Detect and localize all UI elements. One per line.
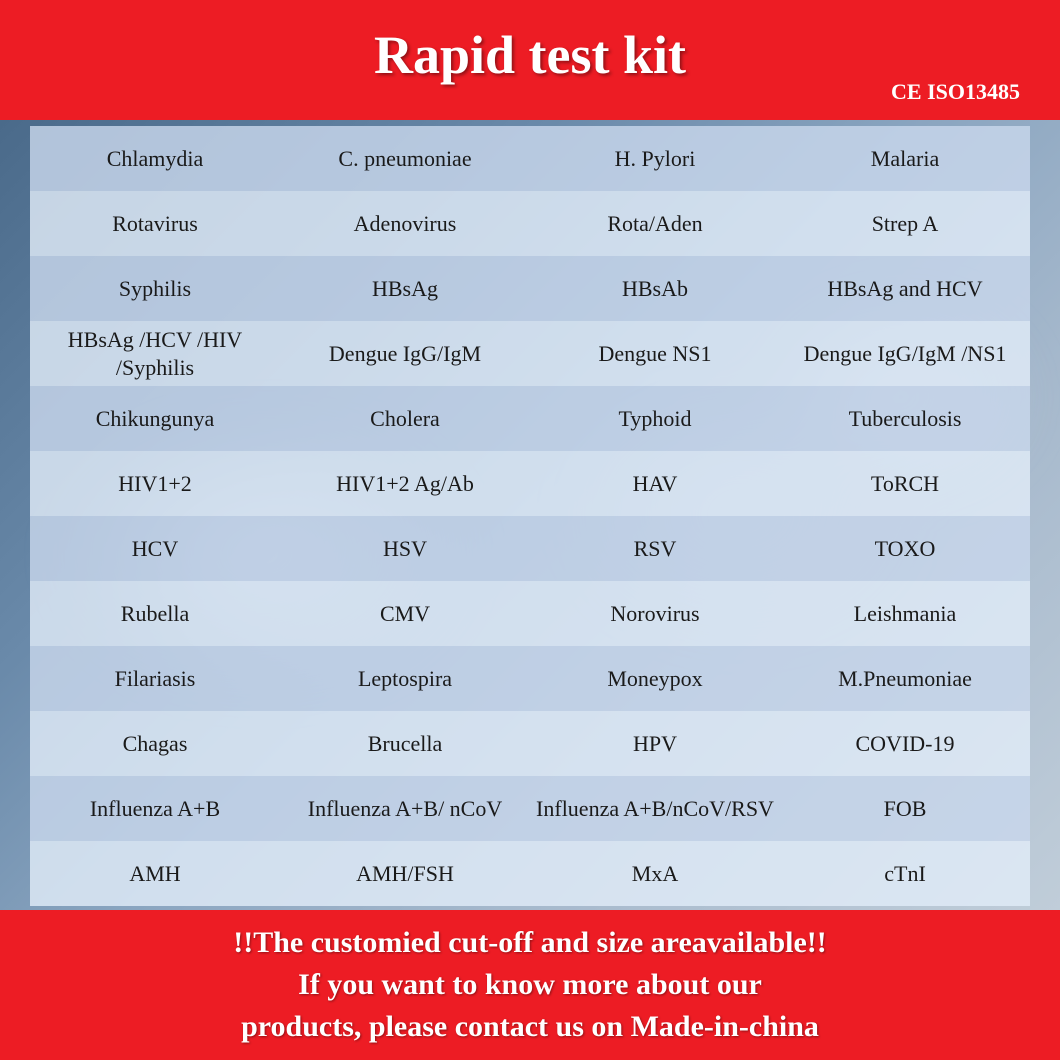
table-cell: Typhoid (530, 386, 780, 451)
table-cell: Influenza A+B/nCoV/RSV (530, 776, 780, 841)
table-container: ChlamydiaC. pneumoniaeH. PyloriMalariaRo… (0, 120, 1060, 910)
table-cell: M.Pneumoniae (780, 646, 1030, 711)
table-row: AMHAMH/FSHMxAcTnI (30, 841, 1030, 906)
table-row: ChikungunyaCholeraTyphoidTuberculosis (30, 386, 1030, 451)
table-row: RotavirusAdenovirusRota/AdenStrep A (30, 191, 1030, 256)
table-cell: Dengue NS1 (530, 321, 780, 386)
table-cell: Leishmania (780, 581, 1030, 646)
table-row: FilariasisLeptospiraMoneypoxM.Pneumoniae (30, 646, 1030, 711)
table-row: ChagasBrucellaHPVCOVID-19 (30, 711, 1030, 776)
table-cell: AMH (30, 841, 280, 906)
table-cell: Adenovirus (280, 191, 530, 256)
table-cell: Chlamydia (30, 126, 280, 191)
footer-banner: !!The customied cut-off and size areavai… (0, 910, 1060, 1060)
table-cell: HCV (30, 516, 280, 581)
table-cell: Brucella (280, 711, 530, 776)
page-title: Rapid test kit (374, 24, 686, 86)
table-cell: Influenza A+B/ nCoV (280, 776, 530, 841)
table-row: ChlamydiaC. pneumoniaeH. PyloriMalaria (30, 126, 1030, 191)
table-cell: Strep A (780, 191, 1030, 256)
footer-line-1: !!The customied cut-off and size areavai… (233, 922, 827, 964)
table-cell: HBsAg and HCV (780, 256, 1030, 321)
table-row: RubellaCMVNorovirusLeishmania (30, 581, 1030, 646)
table-cell: Dengue IgG/IgM /NS1 (780, 321, 1030, 386)
table-cell: Dengue IgG/IgM (280, 321, 530, 386)
table-cell: Rotavirus (30, 191, 280, 256)
table-cell: HIV1+2 Ag/Ab (280, 451, 530, 516)
table-cell: HBsAg /HCV /HIV /Syphilis (30, 321, 280, 386)
test-kit-table: ChlamydiaC. pneumoniaeH. PyloriMalariaRo… (30, 126, 1030, 906)
table-cell: H. Pylori (530, 126, 780, 191)
certification-label: CE ISO13485 (891, 79, 1020, 105)
table-cell: FOB (780, 776, 1030, 841)
footer-line-3: products, please contact us on Made-in-c… (241, 1006, 819, 1048)
table-cell: HBsAb (530, 256, 780, 321)
table-cell: C. pneumoniae (280, 126, 530, 191)
table-cell: COVID-19 (780, 711, 1030, 776)
table-cell: MxA (530, 841, 780, 906)
table-row: Influenza A+BInfluenza A+B/ nCoVInfluenz… (30, 776, 1030, 841)
header-banner: Rapid test kit CE ISO13485 (0, 0, 1060, 120)
table-cell: AMH/FSH (280, 841, 530, 906)
table-cell: ToRCH (780, 451, 1030, 516)
table-cell: TOXO (780, 516, 1030, 581)
table-row: SyphilisHBsAgHBsAbHBsAg and HCV (30, 256, 1030, 321)
table-row: HCVHSVRSVTOXO (30, 516, 1030, 581)
table-cell: Moneypox (530, 646, 780, 711)
table-cell: Syphilis (30, 256, 280, 321)
table-cell: Tuberculosis (780, 386, 1030, 451)
table-cell: HIV1+2 (30, 451, 280, 516)
table-cell: Leptospira (280, 646, 530, 711)
table-row: HBsAg /HCV /HIV /SyphilisDengue IgG/IgMD… (30, 321, 1030, 386)
table-cell: HAV (530, 451, 780, 516)
table-cell: cTnI (780, 841, 1030, 906)
table-cell: Malaria (780, 126, 1030, 191)
table-cell: Norovirus (530, 581, 780, 646)
table-cell: Chagas (30, 711, 280, 776)
table-cell: Cholera (280, 386, 530, 451)
table-cell: Chikungunya (30, 386, 280, 451)
table-row: HIV1+2HIV1+2 Ag/AbHAVToRCH (30, 451, 1030, 516)
footer-line-2: If you want to know more about our (298, 964, 762, 1006)
table-cell: HSV (280, 516, 530, 581)
table-cell: Rubella (30, 581, 280, 646)
table-cell: HBsAg (280, 256, 530, 321)
table-cell: Influenza A+B (30, 776, 280, 841)
table-cell: HPV (530, 711, 780, 776)
table-cell: CMV (280, 581, 530, 646)
table-cell: RSV (530, 516, 780, 581)
table-cell: Filariasis (30, 646, 280, 711)
table-cell: Rota/Aden (530, 191, 780, 256)
